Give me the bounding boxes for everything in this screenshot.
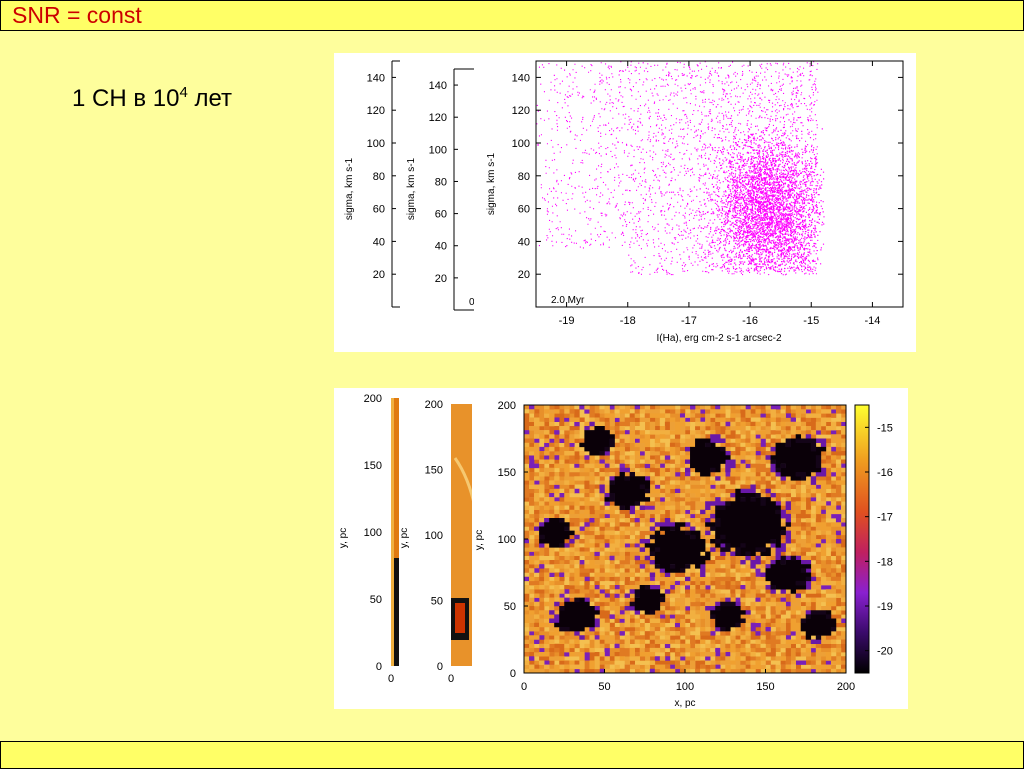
back-b-tick-label: 20 — [435, 273, 447, 285]
colorbar-tick-label: -19 — [877, 601, 893, 613]
heat-back-a-tick-label: 0 — [376, 661, 382, 673]
back-a-tick-label: 80 — [373, 171, 385, 183]
back-panel-b-ticks: 20 40 60 80 100 120 140 — [429, 80, 458, 285]
heatmap-cell — [539, 425, 837, 640]
back-a-tick-label: 120 — [367, 105, 385, 117]
heatmap-x-tick-label: 100 — [676, 681, 694, 693]
heat-back-b-tick-label: 50 — [431, 596, 443, 608]
scatter-x-ticks: -19 -18 -17 -16 -15 -14 — [559, 61, 880, 327]
heatmap-y-tick-label: 150 — [498, 467, 516, 479]
heat-back-a-tick-label: 50 — [370, 594, 382, 606]
heat-back-panel-a-ticks: 0 50 100 150 200 — [364, 393, 382, 673]
back-b-tick-label: 140 — [429, 80, 447, 92]
scatter-ylabel: sigma, km s-1 — [486, 152, 497, 215]
colorbar-ticks: -15 -16 -17 -18 -19 -20 — [865, 422, 893, 658]
heatmap-xlabel: x, pc — [674, 698, 695, 709]
heatmap-y-tick-label: 0 — [510, 668, 516, 680]
scatter-y-tick-label: 20 — [518, 269, 530, 281]
title-bar: SNR = const — [0, 0, 1024, 31]
scatter-frame — [535, 60, 904, 308]
heatmap-y-tick-label: 200 — [498, 400, 516, 412]
heat-back-b-ylabel: y, pc — [399, 528, 410, 548]
scatter-label: 2.0 Myr — [551, 295, 585, 306]
heatmap-ylabel: y, pc — [474, 530, 485, 550]
subtitle-exponent: 4 — [179, 84, 188, 101]
back-b-tick-label: 40 — [435, 241, 447, 253]
heat-back-b-tick-label: 200 — [425, 399, 443, 411]
colorbar — [854, 404, 870, 674]
heatmap-x-ticks: 0 50 100 150 200 — [521, 669, 855, 693]
heatmap-cell — [524, 405, 847, 674]
back-panel-b: 20 40 60 80 100 120 140 sigma, km s-1 0. — [406, 68, 481, 312]
scatter-y-tick-label: 140 — [512, 72, 530, 84]
heat-back-a-tick-label: 200 — [364, 393, 382, 405]
scatter-xlabel: I(Ha), erg cm-2 s-1 arcsec-2 — [656, 333, 781, 344]
back-a-tick-label: 140 — [367, 72, 385, 84]
heatmap-y-ticks: 0 50 100 150 200 — [498, 400, 528, 680]
colorbar-tick-label: -20 — [877, 646, 893, 658]
colorbar-tick-label: -15 — [877, 422, 893, 434]
back-panel-a: 20 40 60 80 100 120 140 sigma, km s-1 — [344, 60, 400, 308]
heatmap-main: 0 50 100 150 200 0 50 100 150 200 y, pc x, pc -1… — [472, 388, 908, 709]
heat-back-a-tick-label: 150 — [364, 460, 382, 472]
scatter-x-tick-label: -19 — [559, 315, 575, 327]
scatter-y-tick-label: 60 — [518, 204, 530, 216]
back-a-tick-label: 100 — [367, 138, 385, 150]
scatter-main: -19 -18 -17 -16 -15 -14 20 40 60 80 100 120 140 2.0… — [474, 53, 916, 352]
back-panel-b-partial: 0. — [469, 297, 477, 308]
back-panel-a-ylabel: sigma, km s-1 — [344, 157, 355, 220]
scatter-y-ticks: 20 40 60 80 100 120 140 — [512, 72, 903, 281]
heat-back-b-x0: 0 — [448, 673, 454, 685]
back-b-tick-label: 60 — [435, 209, 447, 221]
scatter-x-tick-label: -15 — [803, 315, 819, 327]
back-b-tick-label: 80 — [435, 176, 447, 188]
heatmap-cells — [524, 405, 847, 674]
slide-subtitle: 1 СН в 104 лет — [72, 84, 232, 113]
footer-bar — [0, 741, 1024, 769]
heatmap-y-tick-label: 50 — [504, 601, 516, 613]
back-panel-b-ylabel: sigma, km s-1 — [406, 157, 417, 220]
subtitle-text: 1 СН в 10 — [72, 85, 180, 112]
scatter-svg: 20 40 60 80 100 120 140 sigma, km s-1 20 40 60 80… — [344, 53, 916, 352]
heat-back-panel-b-ticks: 0 50 100 150 200 — [425, 399, 443, 673]
colorbar-tick-label: -17 — [877, 512, 893, 524]
heat-back-b-tick-label: 100 — [425, 530, 443, 542]
scatter-x-tick-label: -18 — [620, 315, 636, 327]
heat-back-a-ylabel: y, pc — [338, 528, 349, 548]
heatmap-y-tick-label: 100 — [498, 534, 516, 546]
back-panel-a-ticks: 20 40 60 80 100 120 140 — [367, 72, 396, 281]
scatter-x-tick-label: -14 — [864, 315, 880, 327]
heatmap-svg: 0 50 100 150 200 0 y, pc 0 50 100 150 200 0 y, p… — [338, 388, 908, 709]
scatter-points — [536, 61, 825, 276]
heatmap-x-tick-label: 150 — [756, 681, 774, 693]
heat-back-b-tick-label: 150 — [425, 465, 443, 477]
heatmap-figure: 0 50 100 150 200 0 y, pc 0 50 100 150 200 0 y, p… — [334, 388, 908, 709]
scatter-y-tick-label: 40 — [518, 236, 530, 248]
heat-back-a-x0: 0 — [388, 673, 394, 685]
scatter-x-tick-label: -16 — [742, 315, 758, 327]
back-b-tick-label: 100 — [429, 144, 447, 156]
heatmap-x-tick-label: 0 — [521, 681, 527, 693]
back-b-tick-label: 120 — [429, 112, 447, 124]
scatter-point — [536, 61, 825, 276]
heat-back-panel-b: 0 50 100 150 200 0 y, pc — [399, 399, 477, 685]
back-a-tick-label: 20 — [373, 269, 385, 281]
colorbar-tick-label: -16 — [877, 467, 893, 479]
heatmap-cell — [524, 405, 847, 674]
heat-back-a-tick-label: 100 — [364, 527, 382, 539]
heat-back-panel-a: 0 50 100 150 200 0 y, pc — [338, 393, 399, 685]
scatter-figure: 20 40 60 80 100 120 140 sigma, km s-1 20 40 60 80… — [334, 53, 916, 352]
scatter-x-tick-label: -17 — [681, 315, 697, 327]
heatmap-x-tick-label: 50 — [598, 681, 610, 693]
colorbar-tick-label: -18 — [877, 556, 893, 568]
slide-title: SNR = const — [12, 2, 142, 28]
heatmap-x-tick-label: 200 — [837, 681, 855, 693]
scatter-y-tick-label: 100 — [512, 138, 530, 150]
scatter-y-tick-label: 120 — [512, 105, 530, 117]
subtitle-suffix: лет — [187, 85, 233, 112]
back-a-tick-label: 60 — [373, 204, 385, 216]
heat-back-b-tick-label: 0 — [437, 661, 443, 673]
scatter-y-tick-label: 80 — [518, 171, 530, 183]
back-a-tick-label: 40 — [373, 236, 385, 248]
